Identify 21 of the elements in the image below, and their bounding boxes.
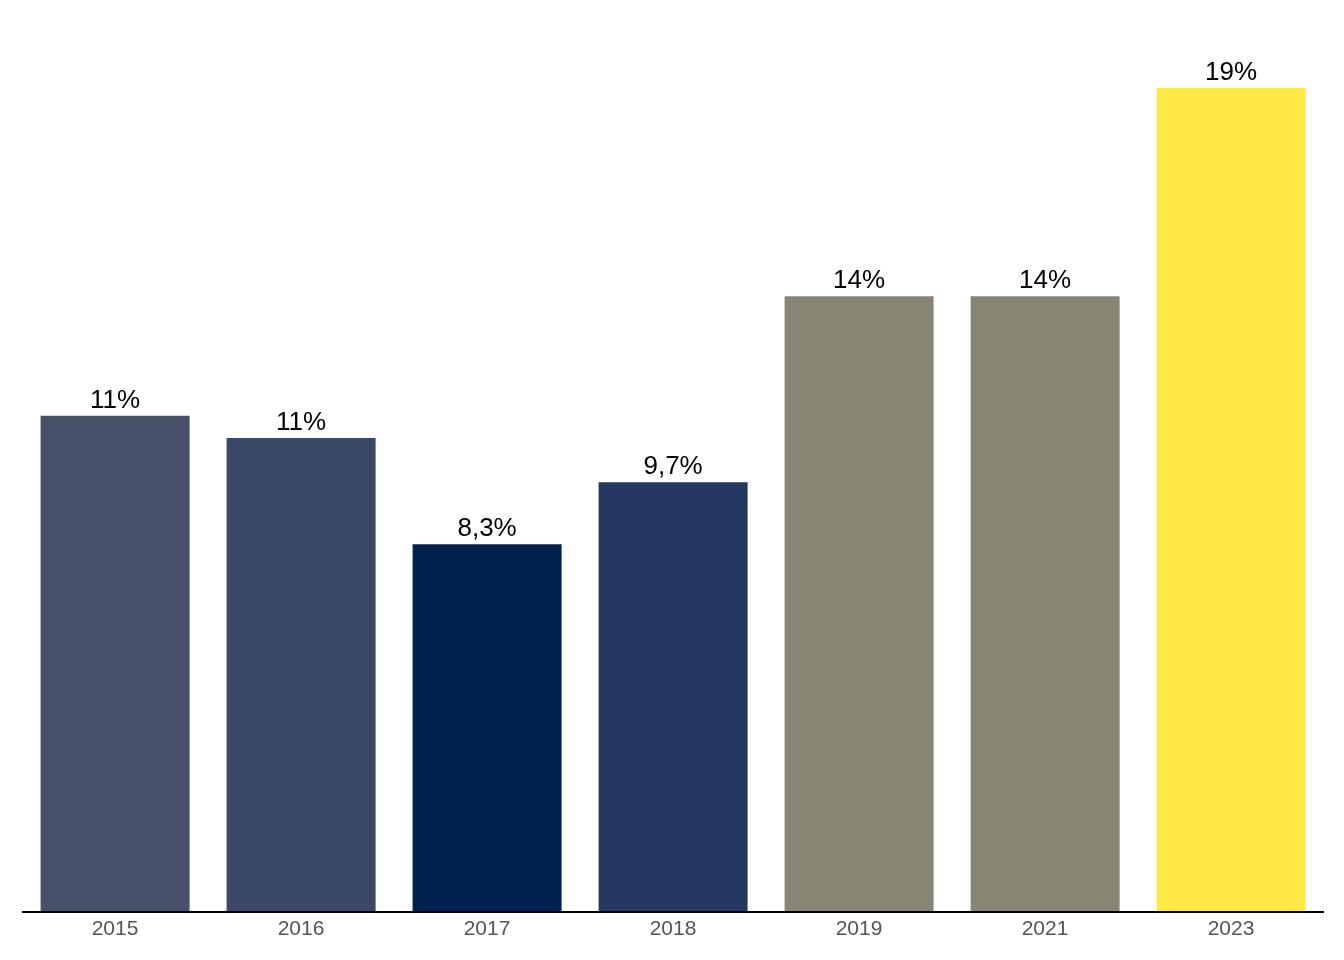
data-label: 19%: [1205, 56, 1258, 86]
x-tick-label: 2015: [91, 915, 139, 939]
x-tick-label: 2016: [277, 915, 325, 939]
bar: [226, 437, 376, 912]
x-tick-label: 2018: [649, 915, 697, 939]
bar: [970, 296, 1120, 912]
x-tick-label: 2023: [1207, 915, 1255, 939]
data-label: 14%: [1019, 264, 1072, 295]
data-label: 11%: [276, 405, 327, 436]
x-tick-label: 2019: [835, 915, 883, 939]
x-tick-label: 2021: [1021, 915, 1069, 939]
x-tick-label: 2017: [463, 915, 511, 939]
bar: [1156, 88, 1306, 912]
data-label: 11%: [90, 383, 141, 414]
bar: [598, 482, 748, 912]
data-label: 8,3%: [457, 512, 517, 543]
data-label: 9,7%: [643, 450, 703, 481]
bar: [40, 415, 190, 912]
bar: [412, 544, 562, 912]
data-label: 14%: [833, 264, 886, 295]
bar: [784, 296, 934, 912]
